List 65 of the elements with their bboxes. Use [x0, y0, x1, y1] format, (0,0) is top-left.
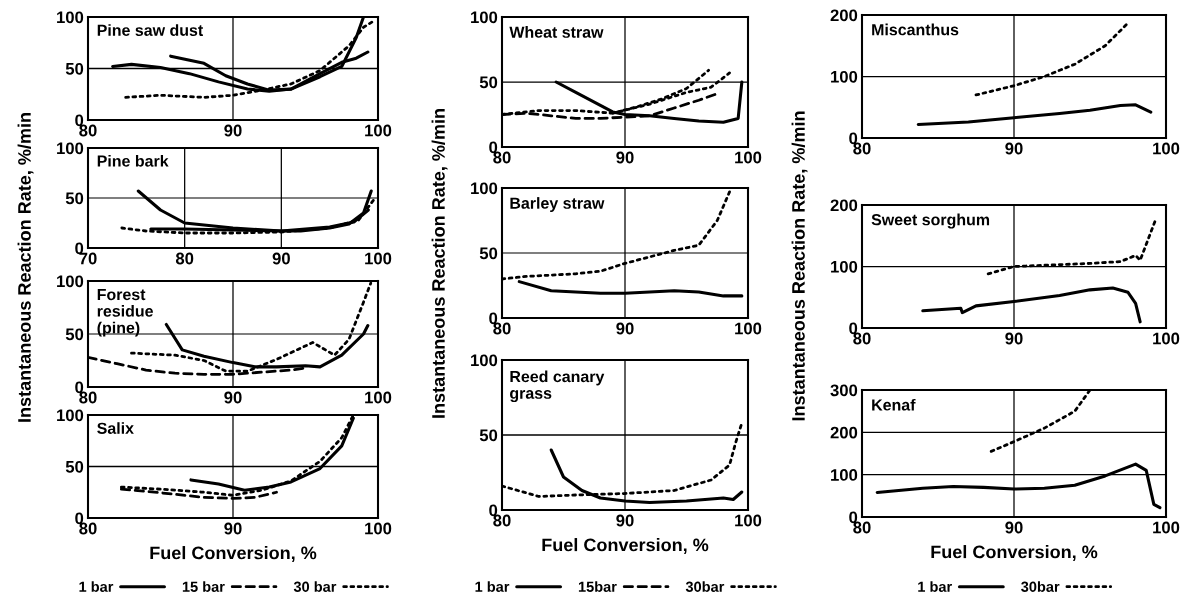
legend-label: 1 bar: [918, 581, 952, 592]
y-tick-label: 50: [65, 328, 84, 341]
x-tick-label: 90: [224, 522, 242, 535]
chart-title: Pine bark: [97, 155, 169, 167]
y-tick-label: 50: [479, 429, 498, 442]
x-tick-label: 90: [1005, 142, 1023, 155]
chart-title: Kenaf: [872, 398, 916, 411]
x-tick-label: 90: [616, 514, 634, 527]
y-tick-label: 300: [830, 384, 858, 397]
x-axis-title: Fuel Conversion, %: [150, 546, 317, 562]
y-tick-label: 50: [65, 62, 84, 75]
y-tick-label: 100: [831, 260, 858, 273]
y-tick-label: 200: [830, 9, 858, 22]
y-tick-label: 100: [57, 11, 84, 24]
legend-label: 30bar: [685, 581, 725, 592]
x-tick-label: 100: [365, 522, 392, 535]
y-tick-label: 100: [471, 182, 498, 195]
legend-label: 15bar: [578, 581, 617, 592]
y-tick-label: 50: [65, 192, 84, 205]
legend-label: 30bar: [1021, 581, 1060, 592]
x-tick-label: 100: [735, 151, 762, 164]
y-axis-title: Instantaneous Reaction Rate, %/min: [791, 111, 808, 421]
x-tick-label: 100: [1153, 521, 1180, 534]
x-tick-label: 90: [272, 252, 290, 265]
text: Sweet sorghum: [871, 213, 990, 229]
y-tick-label: 100: [57, 275, 84, 288]
x-tick-label: 100: [1153, 332, 1180, 345]
y-tick-label: 100: [57, 409, 84, 422]
y-axis-title: Instantaneous Reaction Rate, %/min: [431, 109, 448, 418]
y-tick-label: 200: [830, 199, 858, 212]
x-tick-label: 90: [1005, 332, 1023, 345]
x-tick-label: 100: [1153, 142, 1180, 155]
y-tick-label: 200: [830, 426, 858, 439]
x-tick-label: 100: [365, 252, 392, 265]
y-axis-title: Instantaneous Reaction Rate, %/min: [17, 113, 34, 422]
text: Forest residue (pine): [97, 289, 153, 337]
legend-label: 1 bar: [475, 581, 510, 592]
x-tick-label: 90: [224, 124, 242, 137]
legend-label: 15 bar: [182, 581, 225, 592]
x-tick-label: 90: [224, 391, 242, 404]
legend-label: 30 bar: [293, 581, 337, 592]
legend-label: 1 bar: [79, 581, 114, 592]
y-tick-label: 100: [471, 11, 498, 24]
chart-title: Pine saw dust: [97, 24, 204, 36]
y-tick-label: 50: [65, 460, 84, 473]
chart-title: Salix: [97, 422, 134, 434]
chart-title: Miscanthus: [872, 23, 959, 36]
x-tick-label: 100: [365, 124, 392, 137]
x-tick-label: 80: [175, 252, 194, 265]
x-tick-label: 100: [735, 322, 762, 335]
y-tick-label: 100: [471, 354, 498, 367]
text: Barley straw: [510, 197, 605, 212]
y-tick-label: 100: [831, 469, 858, 481]
y-tick-label: 50: [479, 76, 498, 89]
x-tick-label: 100: [735, 514, 762, 527]
x-tick-label: 90: [616, 322, 634, 335]
x-axis-title: Fuel Conversion, %: [542, 538, 709, 554]
chart-title: Wheat straw: [509, 26, 604, 38]
x-axis-title: Fuel Conversion, %: [931, 545, 1098, 561]
text: Reed canary grass: [510, 370, 605, 403]
x-tick-label: 100: [365, 391, 392, 404]
y-tick-label: 50: [479, 247, 498, 260]
x-tick-label: 90: [616, 151, 634, 164]
y-tick-label: 100: [831, 70, 858, 83]
x-tick-label: 90: [1005, 521, 1023, 534]
